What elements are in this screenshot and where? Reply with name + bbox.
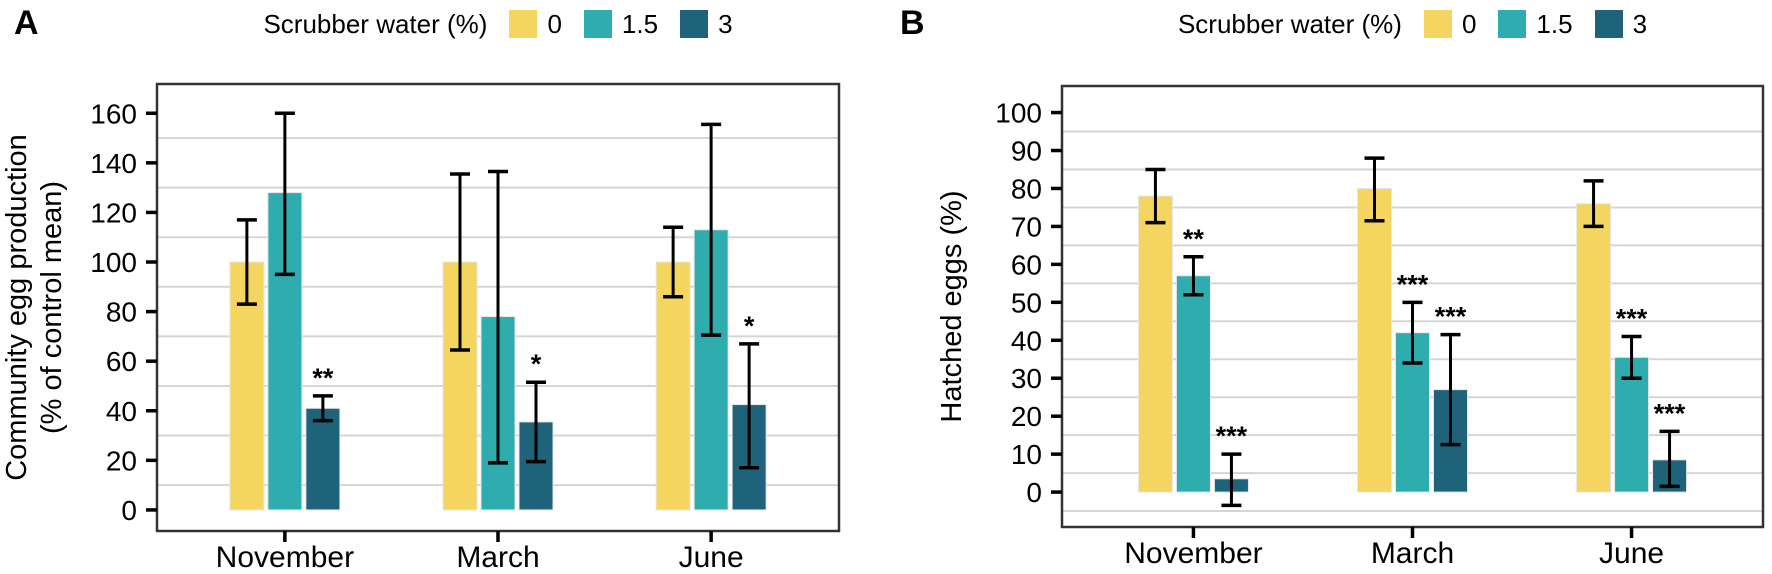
significance-november-1.5: ** — [1183, 224, 1205, 254]
significance-june-1.5: *** — [1616, 303, 1648, 333]
y-tick-label: 160 — [90, 98, 137, 129]
legend-entry-3: 3 — [680, 8, 733, 40]
y-tick-label: 120 — [90, 197, 137, 228]
errorbar-march-0 — [1364, 156, 1385, 223]
panel-a: A Scrubber water (%) 0 1.5 3 ** * * 0 20 40 60… — [1, 2, 841, 574]
bar-november-3 — [305, 407, 341, 511]
y-axis-title: (% of control mean) — [36, 181, 68, 434]
y-tick-label: 80 — [106, 297, 137, 328]
legend-entry-label: 0 — [1461, 8, 1477, 39]
legend-entry-1.5: 1.5 — [583, 8, 659, 40]
y-tick-label: 20 — [106, 445, 137, 476]
panel-b-legend: Scrubber water (%) 0 1.5 3 — [1062, 2, 1763, 46]
legend-swatch-1.5 — [583, 10, 612, 38]
errorbar-june-0 — [1583, 179, 1604, 229]
legend-swatch-1.5 — [1498, 10, 1527, 38]
errorbar-june-0 — [663, 225, 684, 299]
y-tick-label: 0 — [121, 495, 137, 526]
significance-june-3: *** — [1654, 398, 1686, 428]
y-tick-label: 70 — [1011, 211, 1042, 242]
legend-entry-0: 0 — [1423, 8, 1477, 40]
legend-swatch-3 — [680, 10, 709, 38]
y-tick-label: 60 — [1011, 249, 1042, 280]
panel-b: B Scrubber water (%) 0 1.5 3 ** *** *** ***… — [886, 0, 1772, 574]
legend-entry-3: 3 — [1594, 8, 1648, 40]
bar-march-0 — [1357, 187, 1392, 493]
panel-a-letter: A — [14, 4, 39, 42]
bar-november-0 — [1137, 195, 1173, 493]
legend-entry-label: 3 — [1632, 8, 1648, 39]
legend-entry-1.5: 1.5 — [1498, 8, 1573, 40]
legend-entry-0: 0 — [509, 8, 562, 40]
significance-march-3: *** — [1435, 302, 1467, 332]
legend-entry-label: 3 — [718, 8, 733, 39]
errorbar-march-1.5 — [488, 169, 508, 465]
errorbar-march-3 — [1440, 332, 1461, 447]
y-tick-label: 40 — [1011, 325, 1042, 356]
legend-swatch-0 — [1423, 10, 1452, 38]
errorbar-november-0 — [1145, 167, 1166, 225]
y-tick-label: 20 — [1011, 401, 1042, 432]
errorbar-march-0 — [450, 172, 470, 352]
panel-b-letter: B — [900, 4, 925, 42]
errorbar-june-1.5 — [1621, 334, 1642, 380]
errorbar-november-3 — [1221, 452, 1242, 508]
y-axis-title: Hatched eggs (%) — [936, 190, 968, 422]
panel-b-chart: *****************0102030405060708090100N… — [936, 84, 1765, 570]
legend-title: Scrubber water (%) — [1177, 8, 1402, 39]
legend-swatch-0 — [509, 10, 538, 38]
errorbar-june-3 — [1659, 429, 1680, 489]
legend-entry-label: 1.5 — [621, 8, 659, 39]
legend-entry-label: 0 — [547, 8, 562, 39]
x-tick-label-november: November — [1124, 537, 1262, 570]
x-tick-label-march: March — [456, 541, 539, 574]
errorbar-march-3 — [526, 380, 546, 464]
errorbar-june-1.5 — [701, 122, 722, 337]
errorbar-november-0 — [236, 218, 257, 306]
y-tick-label: 40 — [106, 396, 137, 427]
y-tick-label: 100 — [90, 247, 137, 278]
legend-title: Scrubber water (%) — [263, 8, 488, 39]
y-tick-label: 30 — [1011, 363, 1042, 394]
y-tick-label: 80 — [1011, 173, 1042, 204]
errorbar-march-1.5 — [1402, 300, 1423, 365]
y-tick-label: 100 — [995, 98, 1042, 129]
significance-november-3: ** — [312, 363, 334, 393]
errorbar-june-3 — [739, 342, 760, 470]
x-tick-label-march: March — [1371, 537, 1454, 570]
x-tick-label-november: November — [216, 541, 354, 574]
y-tick-label: 60 — [106, 346, 137, 377]
significance-november-3: *** — [1216, 421, 1248, 451]
y-axis-title: Community egg production — [1, 134, 33, 481]
legend-swatch-3 — [1594, 10, 1623, 38]
panel-a-legend: Scrubber water (%) 0 1.5 3 — [157, 2, 839, 46]
y-tick-label: 50 — [1011, 287, 1042, 318]
errorbar-november-1.5 — [274, 111, 295, 277]
x-tick-label-june: June — [679, 541, 744, 574]
y-tick-label: 140 — [90, 148, 137, 179]
y-tick-label: 10 — [1011, 439, 1042, 470]
bar-november-1.5 — [1175, 275, 1211, 493]
x-tick-label-june: June — [1599, 537, 1664, 570]
y-tick-label: 90 — [1011, 136, 1042, 167]
y-tick-label: 0 — [1026, 477, 1042, 508]
errorbar-november-1.5 — [1183, 255, 1204, 297]
bar-june-0 — [655, 261, 691, 511]
significance-june-3: * — [744, 311, 755, 341]
significance-march-3: * — [531, 349, 542, 379]
significance-march-1.5: *** — [1397, 269, 1429, 299]
legend-entry-label: 1.5 — [1536, 8, 1573, 39]
errorbar-november-3 — [312, 394, 333, 423]
bar-june-0 — [1576, 203, 1612, 493]
